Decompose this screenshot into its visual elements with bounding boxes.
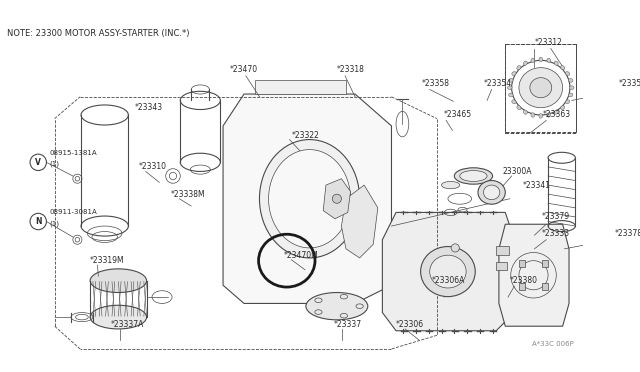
- Text: *23337A: *23337A: [111, 320, 145, 329]
- Ellipse shape: [509, 93, 513, 97]
- Text: *23470: *23470: [229, 65, 257, 74]
- Ellipse shape: [565, 100, 570, 104]
- Ellipse shape: [561, 106, 564, 110]
- Ellipse shape: [512, 72, 516, 76]
- Ellipse shape: [90, 269, 147, 292]
- Ellipse shape: [531, 58, 534, 62]
- Ellipse shape: [547, 58, 550, 62]
- Text: A*33C 006P: A*33C 006P: [532, 341, 573, 347]
- Ellipse shape: [332, 194, 341, 203]
- Text: NOTE: 23300 MOTOR ASSY-STARTER (INC.*): NOTE: 23300 MOTOR ASSY-STARTER (INC.*): [7, 29, 190, 38]
- Ellipse shape: [524, 61, 527, 65]
- Text: *23358: *23358: [422, 78, 449, 88]
- Ellipse shape: [306, 292, 368, 320]
- Text: (1): (1): [49, 220, 59, 227]
- Ellipse shape: [429, 255, 466, 288]
- Ellipse shape: [512, 100, 516, 104]
- Text: *23322: *23322: [291, 131, 319, 140]
- Ellipse shape: [568, 93, 573, 97]
- Ellipse shape: [442, 182, 460, 189]
- Ellipse shape: [509, 78, 513, 82]
- Bar: [542, 260, 548, 267]
- Bar: [496, 263, 507, 270]
- Bar: [542, 283, 548, 291]
- Bar: [519, 260, 525, 267]
- Text: *23363: *23363: [543, 110, 571, 119]
- Ellipse shape: [568, 78, 573, 82]
- Ellipse shape: [451, 244, 460, 252]
- Text: 08911-3081A: 08911-3081A: [49, 209, 97, 215]
- Text: *23333: *23333: [541, 229, 570, 238]
- Text: N: N: [35, 217, 42, 226]
- Ellipse shape: [554, 61, 558, 65]
- Text: *23306: *23306: [396, 320, 424, 329]
- Ellipse shape: [460, 170, 487, 182]
- Text: *23310: *23310: [138, 163, 166, 171]
- Text: *23354: *23354: [483, 78, 511, 88]
- Ellipse shape: [478, 180, 506, 204]
- Ellipse shape: [570, 86, 574, 90]
- Text: *23380: *23380: [510, 276, 538, 285]
- Text: *23338M: *23338M: [171, 190, 206, 199]
- Text: (1): (1): [49, 161, 59, 167]
- Ellipse shape: [517, 106, 521, 110]
- Ellipse shape: [539, 113, 543, 118]
- Polygon shape: [255, 80, 346, 94]
- Ellipse shape: [524, 110, 527, 114]
- Text: *23312: *23312: [534, 38, 563, 46]
- Ellipse shape: [547, 113, 550, 117]
- Ellipse shape: [90, 305, 147, 329]
- Text: *23318: *23318: [337, 65, 365, 74]
- Text: *23379: *23379: [541, 212, 570, 221]
- Text: *23465: *23465: [444, 110, 472, 119]
- Bar: [496, 246, 509, 255]
- Ellipse shape: [259, 140, 360, 258]
- Text: *23470M: *23470M: [284, 251, 319, 260]
- Text: *23343: *23343: [135, 103, 163, 112]
- Ellipse shape: [531, 113, 534, 117]
- Ellipse shape: [454, 168, 493, 184]
- Text: *23341: *23341: [523, 180, 551, 190]
- Text: *23357: *23357: [619, 78, 640, 88]
- Text: 08915-1381A: 08915-1381A: [49, 150, 97, 156]
- Ellipse shape: [420, 247, 476, 296]
- Text: V: V: [35, 158, 41, 167]
- Ellipse shape: [530, 78, 552, 98]
- Text: *23319M: *23319M: [89, 256, 124, 265]
- Ellipse shape: [508, 86, 512, 90]
- Ellipse shape: [565, 72, 570, 76]
- Polygon shape: [499, 224, 569, 326]
- Ellipse shape: [483, 185, 500, 200]
- Polygon shape: [382, 212, 515, 331]
- Polygon shape: [223, 94, 392, 304]
- Ellipse shape: [519, 68, 563, 108]
- Polygon shape: [323, 179, 351, 219]
- Text: *23378: *23378: [614, 229, 640, 238]
- Text: 23300A: 23300A: [502, 167, 532, 176]
- Text: *23337: *23337: [334, 320, 362, 329]
- Bar: [506, 44, 576, 133]
- Bar: [519, 283, 525, 291]
- Ellipse shape: [269, 150, 351, 248]
- Ellipse shape: [561, 65, 564, 70]
- Text: *23306A: *23306A: [431, 276, 465, 285]
- Ellipse shape: [554, 110, 558, 114]
- Ellipse shape: [539, 57, 543, 62]
- Polygon shape: [341, 185, 378, 258]
- Ellipse shape: [517, 65, 521, 70]
